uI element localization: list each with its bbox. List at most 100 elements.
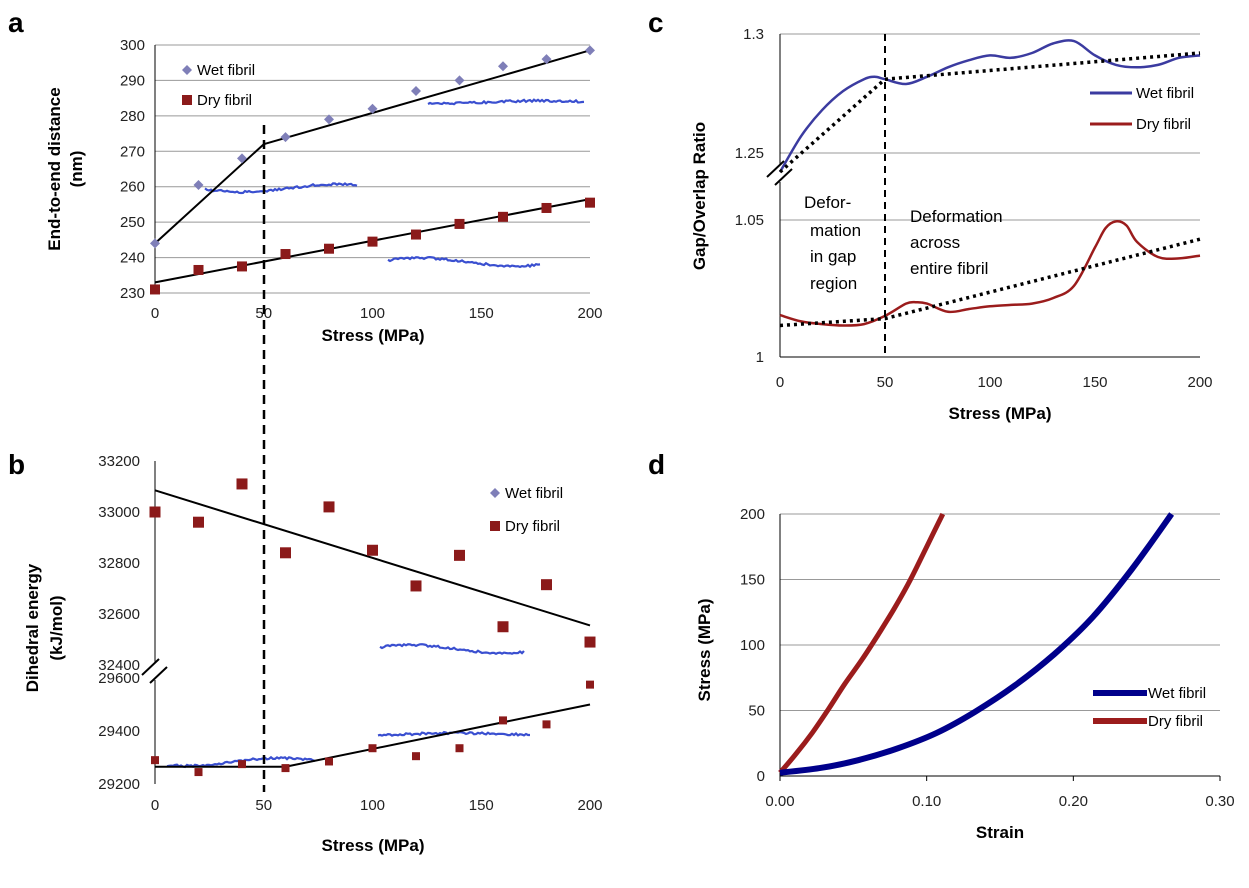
panel-c-ytick-label: 1.25	[735, 145, 764, 162]
panel-c-xtick-label: 150	[1082, 374, 1107, 391]
panel-b-molecule-dry	[379, 642, 525, 656]
panel-a-wet-point	[585, 45, 595, 56]
panel-a-legend-dry-marker	[182, 95, 192, 105]
panel-label-d: d	[648, 449, 665, 480]
panel-d-dry-line	[778, 512, 946, 775]
panel-b-xtick-label: 0	[151, 797, 159, 814]
panel-b-dry-point	[454, 549, 465, 561]
panel-c-note-entire-line3: entire fibril	[910, 259, 988, 278]
panel-a-dry-point	[585, 197, 595, 208]
panel-a-dry-point	[541, 202, 552, 213]
panel-a-ytick-label: 290	[120, 72, 145, 89]
panel-a-legend-dry-label: Dry fibril	[197, 92, 252, 109]
panel-c-ytick-label: 1	[756, 349, 764, 366]
panel-b-xtick-label: 50	[255, 797, 272, 814]
panel-c-wet-line	[778, 39, 1201, 173]
panel-b-dry-point	[584, 636, 596, 648]
panel-b-wet-point	[325, 757, 333, 766]
panel-b-xtick-label: 150	[469, 797, 494, 814]
panel-a-wet-point	[367, 103, 378, 114]
panel-d-xtick-label: 0.10	[912, 793, 941, 810]
panel-b-ytick-label: 29200	[98, 776, 140, 793]
panel-a-fit-line-2	[263, 49, 591, 146]
panel-b-axis-break-mask	[141, 662, 169, 680]
panel-a-fit-line-1	[154, 143, 265, 245]
panel-c-fit-line-1	[778, 77, 887, 174]
panel-b-ytick-label: 32800	[98, 555, 140, 572]
panel-a-ytick-label: 260	[120, 179, 145, 196]
panel-b-y-axis-label-line1: Dihedral energy	[23, 563, 42, 692]
panel-b-dry-point	[193, 516, 204, 528]
panel-b-wet-point	[499, 716, 507, 725]
panel-d-legend-wet-label: Wet fibril	[1148, 685, 1206, 702]
panel-a-xtick-label: 150	[469, 305, 494, 322]
panel-a-xtick-label: 0	[151, 305, 159, 322]
panel-a-molecule-wet-low	[204, 182, 358, 195]
panel-d-ytick-label: 100	[740, 637, 765, 654]
panel-a-ytick-label: 250	[120, 214, 145, 231]
panel-b-axis-break-stroke-2	[149, 666, 168, 684]
panel-a-wet-point	[150, 238, 160, 249]
panel-b-wet-point	[455, 744, 464, 753]
panel-a-legend-wet-marker	[182, 65, 192, 75]
panel-c-xtick-label: 0	[776, 374, 784, 391]
panel-label-b: b	[8, 449, 25, 480]
panel-c-note-gap-line4: region	[810, 274, 857, 293]
panel-label-a: a	[8, 7, 24, 38]
panel-c-axis-break-mask	[766, 164, 794, 182]
panel-a-dry-point	[193, 264, 204, 275]
panel-a-xtick-label: 100	[360, 305, 385, 322]
panel-a-dry-point	[411, 229, 421, 240]
panel-c-note-gap-line1: Defor-	[804, 193, 851, 212]
panel-b-dry-point	[323, 501, 335, 513]
panel-c-y-axis-label: Gap/Overlap Ratio	[690, 122, 709, 270]
panel-a-ytick-label: 230	[120, 285, 145, 302]
panel-c-fit-line-3	[779, 237, 1201, 328]
panel-b-dry-point	[280, 547, 291, 559]
panel-c-xtick-label: 50	[877, 374, 894, 391]
panel-a-wet-point	[541, 54, 552, 65]
panel-a-ytick-label: 300	[120, 37, 145, 54]
panel-b-wet-point	[412, 752, 420, 761]
panel-b-wet-point	[151, 756, 159, 765]
panel-label-c: c	[648, 7, 664, 38]
panel-b-dry-point	[236, 478, 248, 490]
panel-b-wet-point	[281, 764, 290, 773]
panel-b-wet-point	[238, 760, 246, 769]
panel-b-wet-point	[586, 680, 594, 689]
panel-b-xtick-label: 100	[360, 797, 385, 814]
panel-a-xtick-label: 200	[577, 305, 602, 322]
panel-a-wet-point	[237, 153, 247, 164]
panel-b-legend-dry-marker	[490, 521, 500, 531]
panel-a-wet-point	[324, 114, 334, 125]
panel-a-y-axis-label-line1: End-to-end distance	[45, 87, 64, 250]
panel-d-y-axis-label: Stress (MPa)	[695, 599, 714, 702]
panel-a-y-axis-label-line2: (nm)	[67, 151, 86, 188]
panel-c-note-entire-line2: across	[910, 233, 960, 252]
panel-b-y-axis-label-line2: (kJ/mol)	[47, 595, 66, 660]
panel-c-note-gap-line2: mation	[810, 221, 861, 240]
panel-b-ytick-label: 33200	[98, 453, 140, 470]
panel-b-dry-point	[367, 544, 378, 556]
panel-a-ytick-label: 270	[120, 143, 145, 160]
panel-d-xtick-label: 0.00	[765, 793, 794, 810]
panel-a-molecule-dry	[387, 255, 541, 269]
panel-c-legend-wet-label: Wet fibril	[1136, 85, 1194, 102]
panel-b-fit-line-1	[154, 489, 591, 627]
panel-a-wet-point	[411, 86, 421, 97]
panel-a-wet-point	[454, 75, 465, 86]
panel-b-ytick-label: 29400	[98, 723, 140, 740]
panel-d-legend-dry-label: Dry fibril	[1148, 713, 1203, 730]
panel-a-dry-point	[237, 261, 247, 272]
panel-d-xtick-label: 0.30	[1205, 793, 1234, 810]
panel-b-ytick-label: 32400	[98, 657, 140, 674]
panel-c-note-entire-line1: Deformation	[910, 207, 1003, 226]
panel-d-ytick-label: 200	[740, 506, 765, 523]
panel-b-legend-dry-label: Dry fibril	[505, 518, 560, 535]
panel-a-ytick-label: 280	[120, 108, 145, 125]
panel-b-fit-line-3	[285, 703, 591, 768]
panel-c-x-axis-label: Stress (MPa)	[949, 404, 1052, 423]
panel-b-dry-point	[149, 506, 161, 518]
panel-c-axis-break-stroke-1	[766, 160, 785, 178]
